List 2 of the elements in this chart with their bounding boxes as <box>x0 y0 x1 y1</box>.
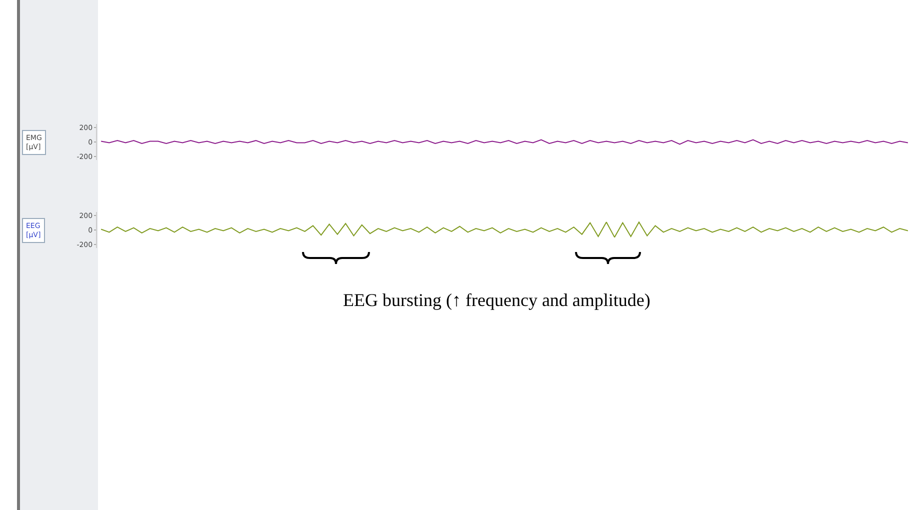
line-series <box>100 222 908 238</box>
text: EEG bursting (↑ frequency and amplitude) <box>343 290 650 310</box>
